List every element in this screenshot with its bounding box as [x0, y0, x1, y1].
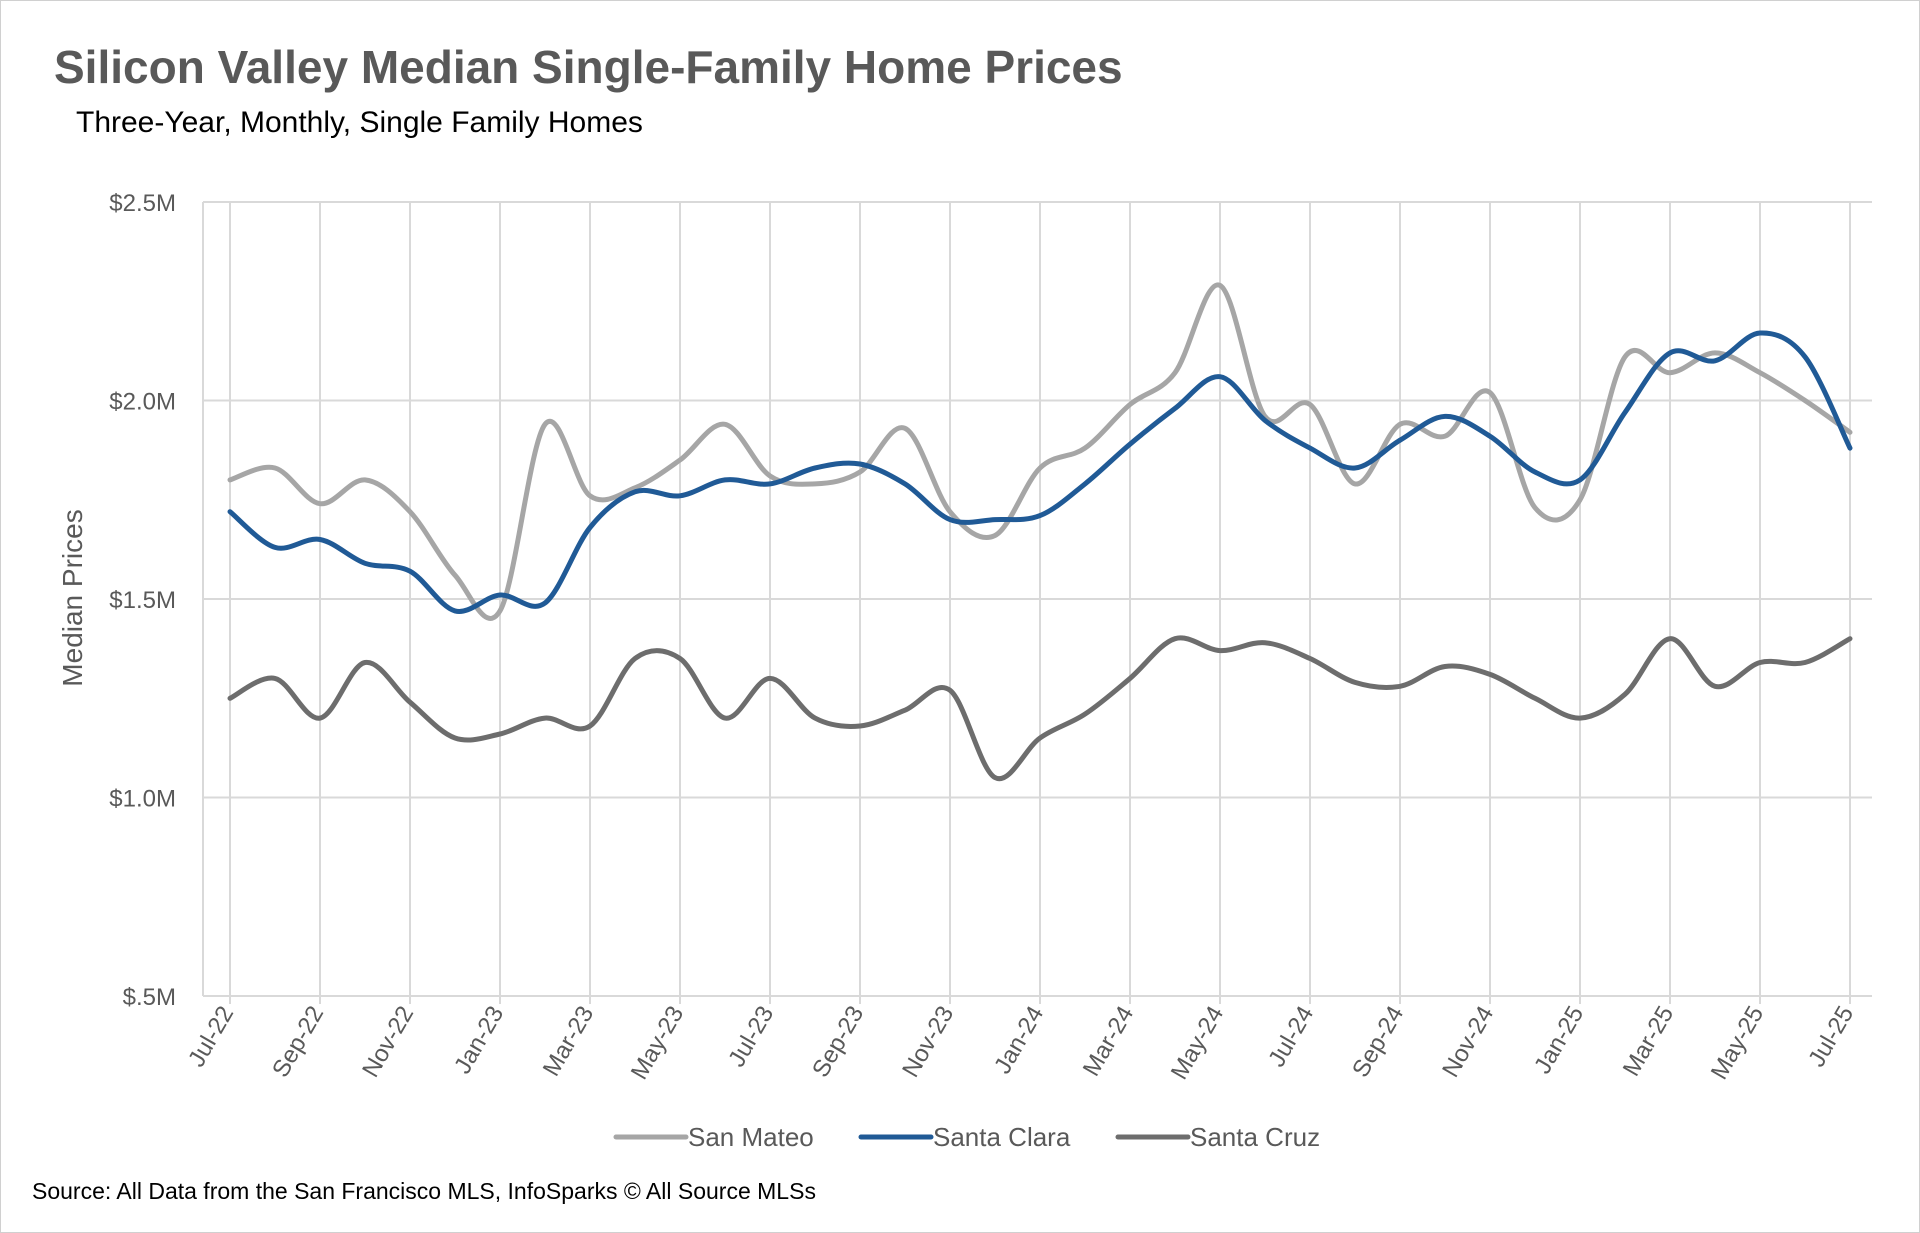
series-line-santa-clara — [227, 330, 1853, 614]
y-tick-label: $2.5M — [109, 190, 176, 217]
series-line-santa-cruz — [227, 635, 1853, 782]
y-tick-label: $.5M — [123, 984, 176, 1011]
legend-label-san-mateo: San Mateo — [688, 1122, 814, 1152]
gridlines — [202, 201, 1872, 1004]
x-tick-label: Jul-22 — [183, 1002, 239, 1072]
x-tick-label: Nov-22 — [357, 1002, 419, 1083]
legend: San Mateo Santa Clara Santa Cruz — [613, 1122, 1320, 1152]
x-tick-label: Sep-24 — [1347, 1002, 1409, 1083]
x-tick-label: Mar-23 — [538, 1002, 599, 1081]
y-axis-ticks: $.5M $1.0M $1.5M $2.0M $2.5M — [109, 190, 176, 1011]
source-note: Source: All Data from the San Francisco … — [32, 1178, 816, 1204]
x-tick-label: May-23 — [626, 1002, 689, 1085]
series-lines — [227, 282, 1853, 782]
x-tick-label: Nov-23 — [897, 1002, 959, 1083]
x-tick-label: Jul-23 — [723, 1002, 779, 1072]
y-tick-label: $1.5M — [109, 587, 176, 614]
x-tick-label: Jul-24 — [1263, 1002, 1319, 1072]
legend-label-santa-clara: Santa Clara — [933, 1122, 1071, 1152]
x-tick-label: Jan-25 — [1529, 1002, 1589, 1079]
chart-subtitle: Three-Year, Monthly, Single Family Homes — [76, 106, 643, 139]
chart-title: Silicon Valley Median Single-Family Home… — [54, 41, 1123, 93]
x-tick-label: May-24 — [1166, 1002, 1229, 1085]
y-tick-label: $2.0M — [109, 389, 176, 416]
x-tick-label: Sep-23 — [807, 1002, 869, 1083]
x-axis-ticks: Jul-22 Sep-22 Nov-22 Jan-23 Mar-23 May-23 Jul-… — [183, 1002, 1859, 1085]
y-axis-title: Median Prices — [57, 509, 88, 686]
x-tick-label: Sep-22 — [267, 1002, 329, 1083]
x-tick-label: May-25 — [1706, 1002, 1769, 1085]
x-tick-label: Jul-25 — [1803, 1002, 1859, 1072]
x-tick-label: Mar-24 — [1078, 1002, 1139, 1081]
x-tick-label: Jan-24 — [989, 1002, 1049, 1079]
y-tick-label: $1.0M — [109, 786, 176, 813]
series-line-san-mateo — [227, 282, 1853, 621]
x-tick-label: Mar-25 — [1618, 1002, 1679, 1081]
x-tick-label: Nov-24 — [1437, 1002, 1499, 1083]
legend-label-santa-cruz: Santa Cruz — [1190, 1122, 1320, 1152]
x-tick-label: Jan-23 — [449, 1002, 509, 1079]
